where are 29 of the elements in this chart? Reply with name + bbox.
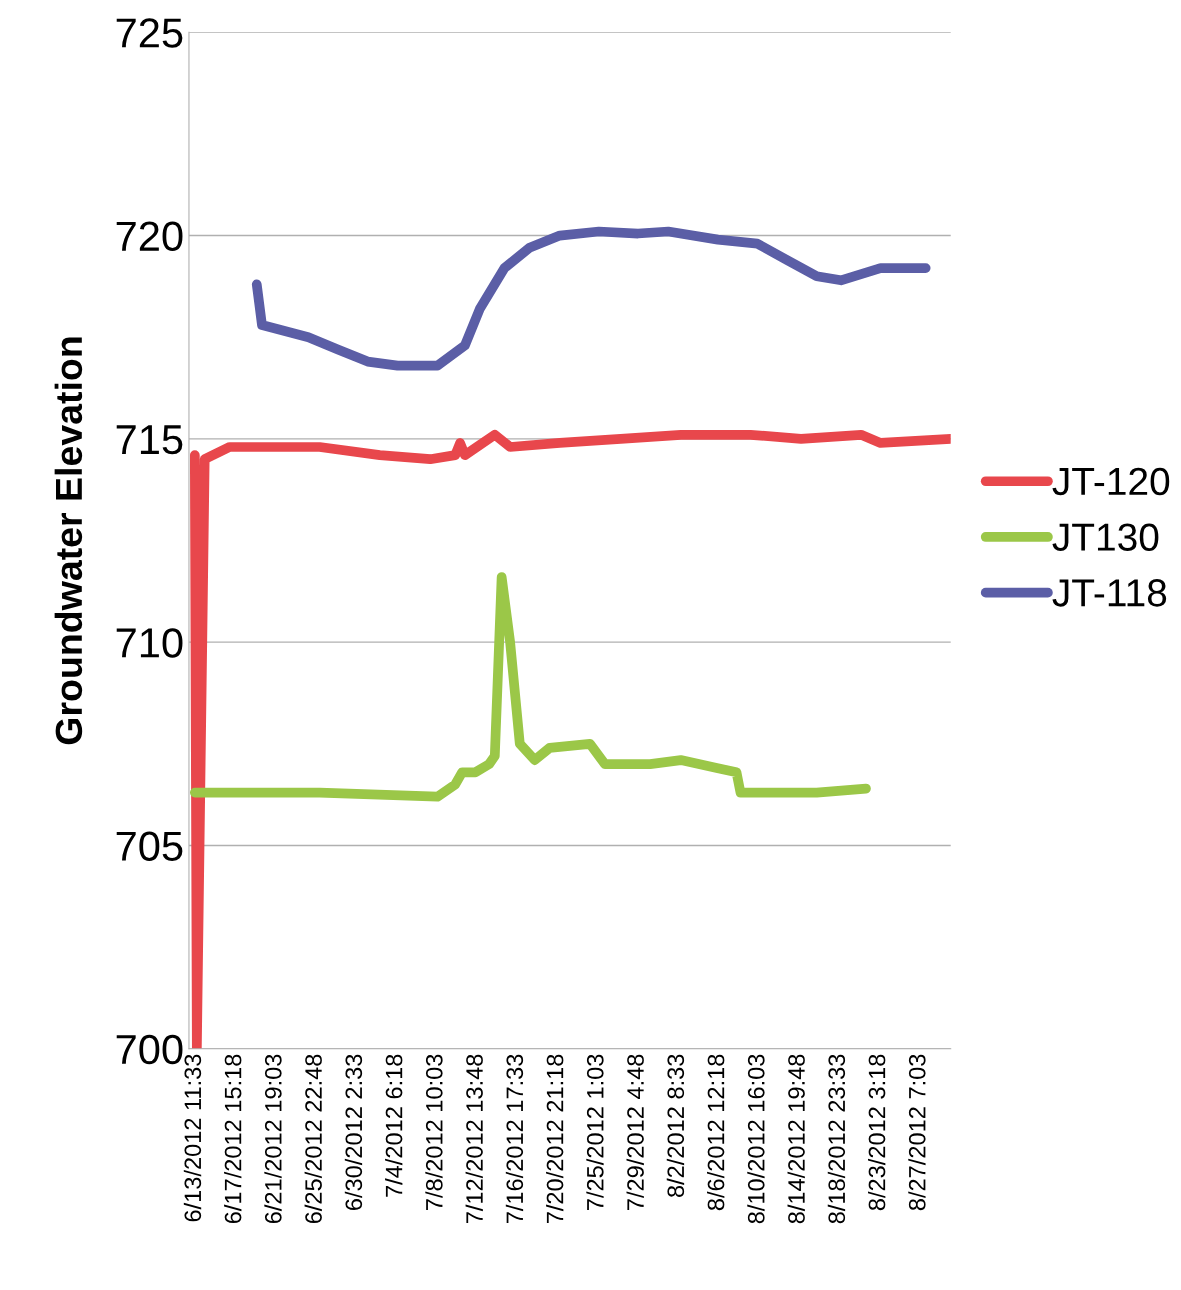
x-tick-label: 8/23/2012 3:18 <box>868 1054 886 1211</box>
legend-label: JT-120 <box>1052 467 1170 496</box>
y-tick-label: 710 <box>116 628 183 658</box>
x-tick-label: 8/18/2012 23:33 <box>827 1054 846 1224</box>
legend-label: JT130 <box>1052 523 1159 551</box>
x-tick-label: 6/30/2012 2:33 <box>344 1054 363 1210</box>
x-tick-label: 6/21/2012 19:03 <box>264 1054 282 1224</box>
y-axis-title: Groundwater Elevation <box>54 337 83 745</box>
y-tick-label: 720 <box>116 221 183 252</box>
x-tick-label: 8/14/2012 19:48 <box>787 1054 805 1224</box>
x-tick-label: 7/29/2012 4:48 <box>626 1054 644 1210</box>
x-tick-label: 8/27/2012 7:03 <box>908 1054 926 1211</box>
y-tick-label: 715 <box>116 425 183 455</box>
legend-label: JT-118 <box>1052 579 1167 607</box>
x-tick-label: 7/12/2012 13:48 <box>465 1054 483 1224</box>
y-tick-label: 725 <box>116 18 183 48</box>
x-tick-label: 6/25/2012 22:48 <box>304 1054 322 1224</box>
x-tick-label: 7/20/2012 21:18 <box>546 1054 564 1224</box>
x-tick-label: 7/16/2012 17:33 <box>505 1054 524 1224</box>
x-tick-label: 8/6/2012 12:18 <box>707 1054 725 1211</box>
x-tick-label: 7/25/2012 1:03 <box>586 1054 604 1210</box>
x-tick-label: 7/4/2012 6:18 <box>385 1054 403 1197</box>
x-tick-label: 6/13/2012 11:33 <box>183 1054 202 1222</box>
y-tick-label: 700 <box>116 1034 183 1065</box>
x-tick-label: 7/8/2012 10:03 <box>425 1054 443 1210</box>
x-tick-label: 6/17/2012 15:18 <box>224 1054 242 1224</box>
x-tick-label: 8/10/2012 16:03 <box>747 1054 765 1224</box>
y-tick-label: 705 <box>116 831 183 861</box>
x-tick-label: 8/2/2012 8:33 <box>666 1054 685 1198</box>
